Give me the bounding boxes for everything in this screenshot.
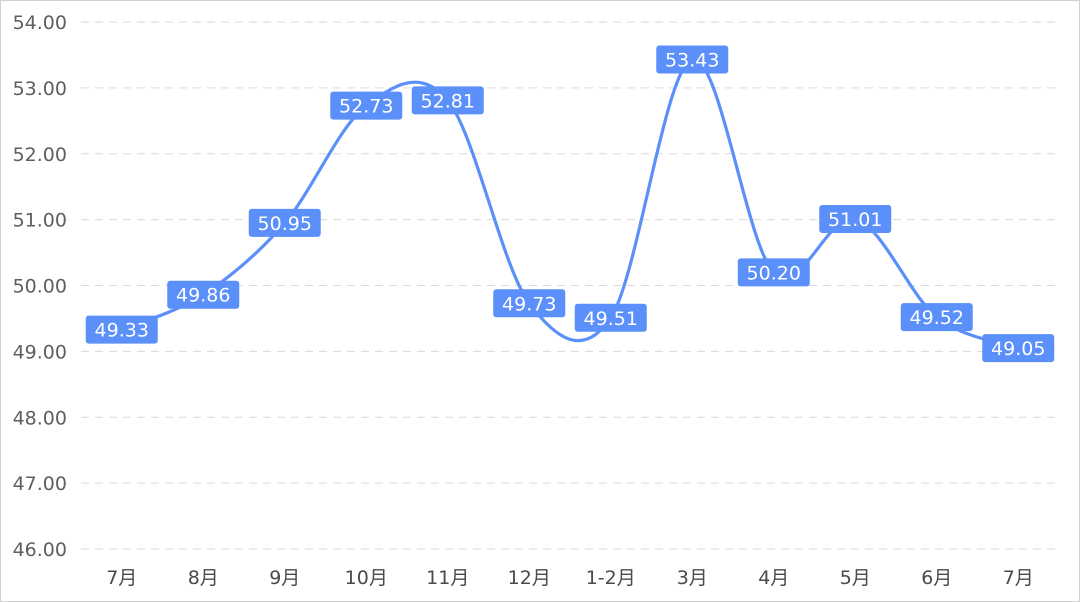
- x-tick-label: 8月: [188, 567, 219, 589]
- data-label-box: [656, 45, 729, 74]
- data-label-box: [900, 303, 973, 332]
- data-label-text: 50.20: [747, 262, 801, 284]
- data-label-box: [85, 315, 158, 344]
- data-label: 49.52: [900, 303, 973, 332]
- x-tick-label: 1-2月: [586, 567, 636, 589]
- data-label: 50.20: [737, 258, 810, 287]
- x-tick-label: 9月: [269, 567, 300, 589]
- data-label-box: [819, 204, 892, 233]
- x-tick-label: 4月: [758, 567, 789, 589]
- data-label: 52.81: [411, 86, 484, 115]
- data-label-text: 53.43: [665, 50, 719, 72]
- y-tick-label: 50.00: [13, 276, 67, 298]
- y-tick-label: 49.00: [13, 341, 67, 363]
- data-label-text: 49.73: [502, 293, 556, 315]
- x-tick-label: 11月: [426, 567, 469, 589]
- y-tick-label: 47.00: [13, 473, 67, 495]
- data-label-box: [167, 280, 240, 309]
- grid-lines: [81, 21, 1059, 550]
- data-label: 49.86: [167, 280, 240, 309]
- data-label-box: [411, 86, 484, 115]
- data-label: 51.01: [819, 204, 892, 233]
- data-label-box: [248, 208, 321, 237]
- data-labels: 49.33 49.86 50.95 52.73 52.81 49.73 49.51 53.43…: [85, 45, 1055, 363]
- y-tick-label: 52.00: [13, 144, 67, 166]
- x-tick-label: 7月: [1003, 567, 1034, 589]
- data-label: 52.73: [330, 91, 403, 120]
- data-label-text: 52.73: [339, 96, 393, 118]
- data-label-text: 49.05: [991, 338, 1045, 360]
- data-label-text: 49.52: [910, 307, 964, 329]
- x-tick-label: 3月: [677, 567, 708, 589]
- data-label-box: [493, 289, 566, 318]
- y-tick-label: 46.00: [13, 539, 67, 561]
- data-label: 50.95: [248, 208, 321, 237]
- data-label: 53.43: [656, 45, 729, 74]
- data-label-box: [737, 258, 810, 287]
- x-tick-label: 5月: [840, 567, 871, 589]
- x-tick-label: 12月: [508, 567, 551, 589]
- y-tick-label: 54.00: [13, 12, 67, 34]
- data-label: 49.73: [493, 289, 566, 318]
- x-tick-label: 7月: [106, 567, 137, 589]
- data-label-text: 49.33: [95, 320, 149, 342]
- data-label: 49.05: [982, 334, 1055, 363]
- data-label-text: 49.51: [584, 308, 638, 330]
- data-label: 49.51: [574, 303, 647, 332]
- data-label-box: [574, 303, 647, 332]
- x-axis-ticks: 7月 8月 9月 10月 11月 12月 1-2月 3月 4月 5月 6月 7月: [106, 567, 1034, 589]
- y-tick-label: 53.00: [13, 78, 67, 100]
- data-label-text: 49.86: [176, 285, 230, 307]
- data-label-box: [982, 334, 1055, 363]
- x-tick-label: 6月: [921, 567, 952, 589]
- data-label-text: 52.81: [421, 90, 475, 112]
- y-tick-label: 51.00: [13, 210, 67, 232]
- data-label-box: [330, 91, 403, 120]
- data-label-text: 51.01: [828, 209, 882, 231]
- data-label-text: 50.95: [258, 213, 312, 235]
- x-tick-label: 10月: [345, 567, 388, 589]
- y-tick-label: 48.00: [13, 407, 67, 429]
- series-line: [120, 57, 1020, 350]
- series-line-group: [120, 57, 1020, 350]
- data-label: 49.33: [85, 315, 158, 344]
- y-axis-ticks: 46.00 47.00 48.00 49.00 50.00 51.00 52.00 53.00…: [13, 12, 67, 561]
